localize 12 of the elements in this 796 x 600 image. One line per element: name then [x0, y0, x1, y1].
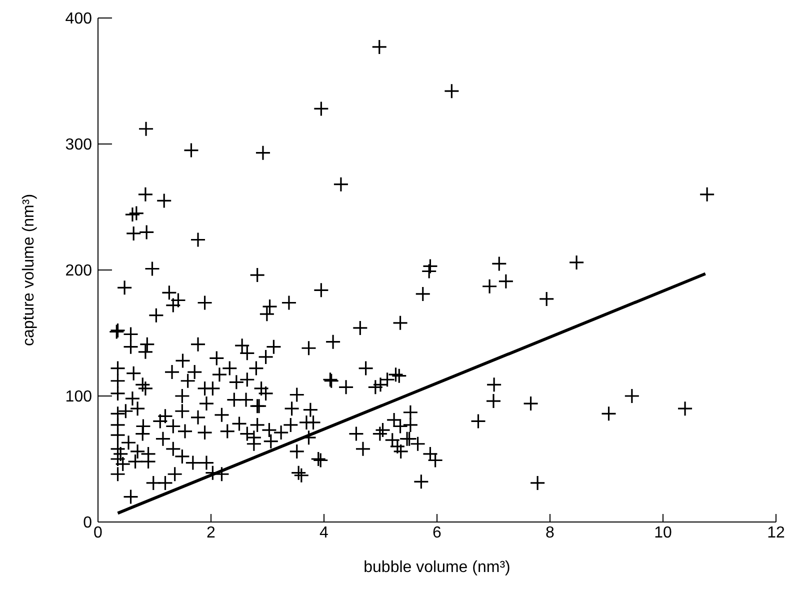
- y-tick-label: 200: [65, 262, 92, 280]
- y-axis-title: capture volume (nm³): [20, 194, 38, 346]
- x-tick-label: 8: [546, 524, 555, 542]
- x-tick-label: 4: [320, 524, 329, 542]
- x-tick-label: 2: [206, 524, 216, 542]
- y-tick-label: 400: [65, 10, 92, 28]
- x-axis-title: bubble volume (nm³): [364, 559, 510, 576]
- x-tick-label: 12: [767, 524, 785, 542]
- x-tick-label: 10: [654, 524, 672, 542]
- y-tick-label: 100: [65, 388, 92, 406]
- x-tick-label: 6: [432, 524, 442, 542]
- y-tick-label: 300: [65, 136, 92, 154]
